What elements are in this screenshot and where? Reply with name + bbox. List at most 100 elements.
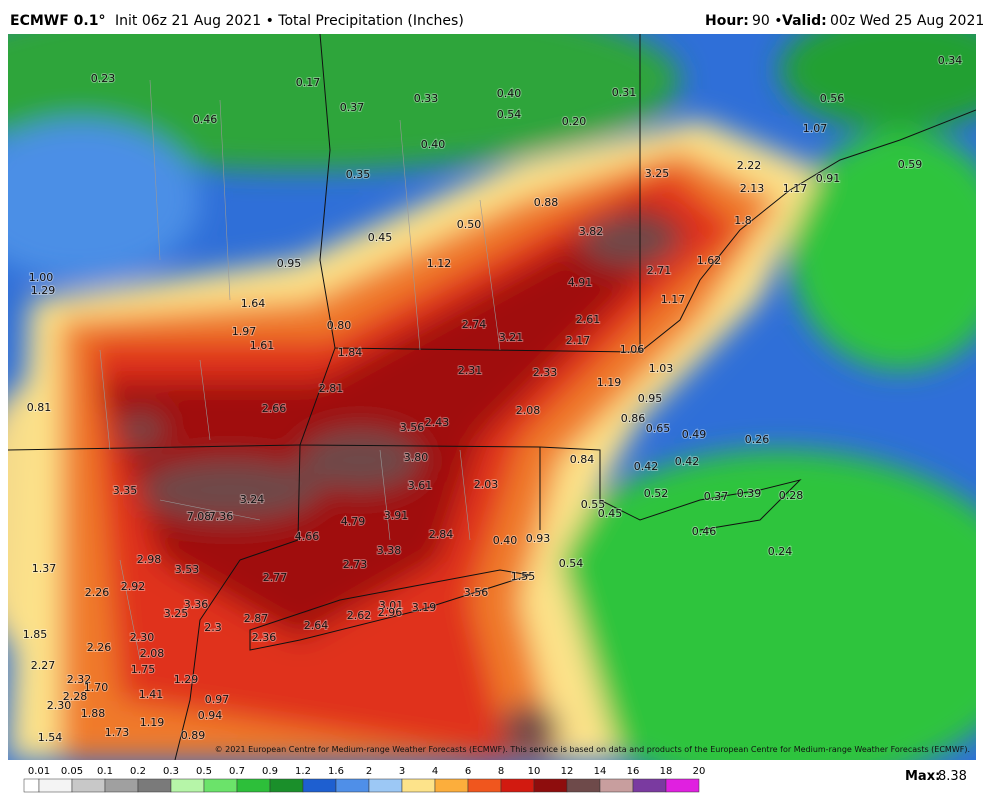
amount-label: 0.26 (745, 433, 770, 446)
amount-label: 4.66 (295, 530, 320, 543)
amount-label: 0.45 (598, 507, 623, 520)
amount-label: 0.49 (682, 428, 707, 441)
colorbar-box (269, 778, 304, 793)
colorbar-box (236, 778, 271, 793)
amount-label: 2.92 (121, 580, 146, 593)
valid-label: Valid: (782, 13, 827, 29)
amount-label: 0.81 (27, 401, 52, 414)
amount-label: 0.37 (704, 490, 729, 503)
amount-label: 2.77 (263, 571, 288, 584)
colorbar-label: 1.2 (295, 766, 311, 777)
amount-label: 0.46 (193, 113, 218, 126)
boundaries (8, 34, 976, 760)
amount-label: 2.71 (647, 264, 672, 277)
colorbar-label: 12 (561, 766, 574, 777)
amount-label: 0.40 (497, 87, 522, 100)
amount-label: 4.79 (341, 515, 366, 528)
amount-label: 0.91 (816, 172, 841, 185)
colorbar-box (401, 778, 436, 793)
run-info: Init 06z 21 Aug 2021 • Total Precipitati… (115, 13, 464, 29)
amount-label: 0.89 (181, 729, 206, 742)
amount-label: 2.17 (566, 334, 591, 347)
amount-label: 3.25 (645, 167, 670, 180)
colorbar-label: 10 (528, 766, 541, 777)
amount-label: 2.28 (63, 690, 88, 703)
colorbar-label: 0.1 (97, 766, 113, 777)
amount-label: 3.56 (464, 586, 489, 599)
amount-label: 1.00 (29, 271, 54, 284)
amount-label: 3.19 (412, 601, 437, 614)
amount-label: 7.36 (209, 510, 234, 523)
amount-label: 1.88 (81, 707, 106, 720)
colorbar-box (434, 778, 469, 793)
amount-label: 2.62 (347, 609, 372, 622)
amount-label: 0.46 (692, 525, 717, 538)
amount-label: 7.08 (187, 510, 212, 523)
amount-label: 3.36 (184, 598, 209, 611)
amount-label: 1.62 (697, 254, 722, 267)
amount-label: 0.54 (497, 108, 522, 121)
amount-label: 1.29 (174, 673, 199, 686)
colorbar-label: 8 (498, 766, 504, 777)
amount-label: 0.20 (562, 115, 587, 128)
colorbar-label: 6 (465, 766, 471, 777)
amount-label: 0.97 (205, 693, 230, 706)
colorbar-box (467, 778, 502, 793)
amount-label: 3.35 (113, 484, 138, 497)
amount-label: 1.64 (241, 297, 266, 310)
colorbar-label: 0.2 (130, 766, 146, 777)
amount-label: 3.01 (379, 599, 404, 612)
county-lines (99, 79, 501, 661)
amount-label: 1.54 (38, 731, 63, 744)
amount-label: 1.97 (232, 325, 257, 338)
amount-label: 0.95 (638, 392, 663, 405)
max-label: Max: (905, 769, 940, 784)
amount-label: 0.37 (340, 101, 365, 114)
amount-label: 3.38 (377, 544, 402, 557)
amount-label: 2.08 (516, 404, 541, 417)
amount-label: 3.56 (400, 421, 425, 434)
amount-label: 0.54 (559, 557, 584, 570)
amount-label: 1.41 (139, 688, 164, 701)
amount-label: 2.30 (130, 631, 155, 644)
amount-label: 2.84 (429, 528, 454, 541)
max-value: 8.38 (938, 769, 967, 784)
amount-label: 0.86 (621, 412, 646, 425)
amount-label: 2.13 (740, 182, 765, 195)
colorbar-box (137, 778, 172, 793)
amount-label: 0.42 (675, 455, 700, 468)
amount-label: 1.61 (250, 339, 275, 352)
amount-label: 0.24 (768, 545, 793, 558)
amount-label: 3.21 (499, 331, 524, 344)
colorbar-label: 0.3 (163, 766, 179, 777)
amount-label: 2.32 (67, 673, 92, 686)
colorbar-label: 1.6 (328, 766, 344, 777)
amount-label: 2.3 (204, 621, 222, 634)
amount-label: 0.42 (634, 460, 659, 473)
amount-label: 1.07 (803, 122, 828, 135)
colorbar-box (203, 778, 238, 793)
amount-label: 0.84 (570, 453, 595, 466)
colorbar-label: 14 (594, 766, 607, 777)
amount-label: 1.17 (783, 182, 808, 195)
amount-label: 3.61 (408, 479, 433, 492)
amount-label: 1.12 (427, 257, 452, 270)
colorbar-box (533, 778, 568, 793)
amount-label: 2.36 (252, 631, 277, 644)
amount-label: 1.03 (649, 362, 674, 375)
colorbar-box (665, 778, 700, 793)
colorbar-box (632, 778, 667, 793)
amount-label: 2.03 (474, 478, 499, 491)
amount-label: 0.45 (368, 231, 393, 244)
amount-label: 3.80 (404, 451, 429, 464)
amount-label: 0.28 (779, 489, 804, 502)
amount-label: 1.84 (338, 346, 363, 359)
amount-label: 0.34 (938, 54, 963, 67)
amount-label: 2.43 (425, 416, 450, 429)
amount-label: 0.33 (414, 92, 439, 105)
colorbar-label: 20 (693, 766, 706, 777)
colorbar-box (302, 778, 337, 793)
amount-label: 0.93 (526, 532, 551, 545)
amount-label: 1.70 (84, 681, 109, 694)
hour-label: Hour: (705, 13, 749, 29)
